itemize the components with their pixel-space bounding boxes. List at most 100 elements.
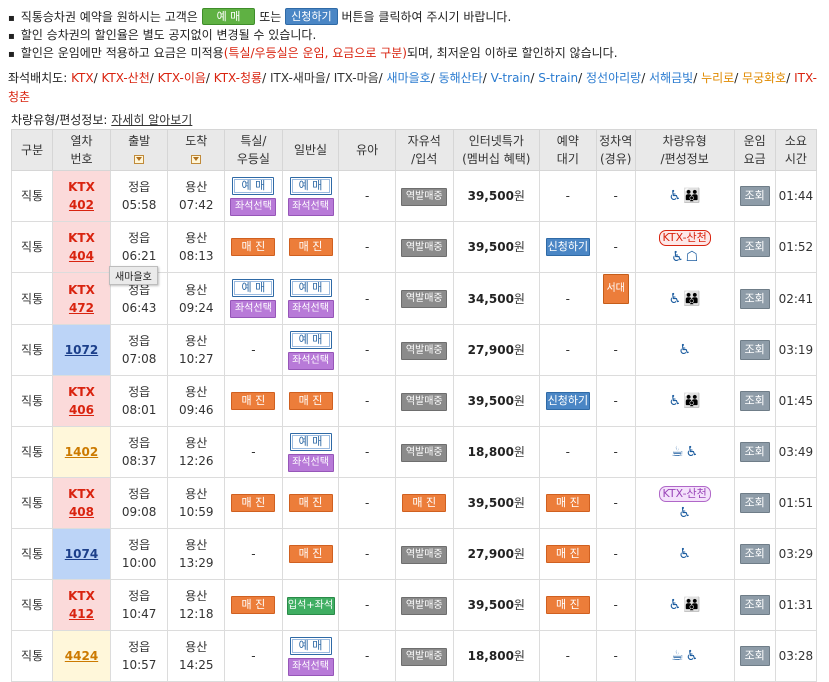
reserve-button[interactable]: 예 매 [289,330,332,349]
arrival-station: 용산 [185,487,208,501]
train-number-cell[interactable]: 1402 [52,426,111,478]
table-row: 직통 KTX 412 정읍 10:47 용산 12:18 매 진 입석+좌석 - 역발매중 39,50… [10,579,818,631]
col-arrival[interactable]: 도착 [167,129,226,171]
seat-layout-link[interactable]: 정선아리랑 [585,71,642,85]
waitlist-apply-button[interactable]: 신청하기 [545,238,590,256]
table-seat-icon: ☖ [685,249,699,265]
seat-layout-link[interactable]: KTX-산천 [101,71,150,85]
train-number-link[interactable]: 404 [68,249,95,263]
infant-cell: - [338,221,396,273]
seat-layout-link[interactable]: ITX-새마을 [269,71,326,85]
reserve-button[interactable]: 예 매 [232,176,275,195]
seat-layout-link[interactable]: ITX-마음 [333,71,379,85]
type-cell: 직통 [10,630,54,682]
fare-query-button[interactable]: 조회 [739,493,770,513]
train-number-link[interactable]: 472 [68,300,95,315]
seat-select-button[interactable]: 좌석선택 [230,197,277,216]
reserve-button[interactable]: 예 매 [289,279,332,297]
train-number-link[interactable]: 412 [68,607,95,621]
fare-query-button[interactable]: 조회 [739,340,770,360]
train-number-link[interactable]: 1072 [64,343,99,357]
train-number-cell[interactable]: 4424 [52,630,111,682]
internet-price-cell: 39,500원 [452,477,541,529]
reserve-button[interactable]: 예 매 [289,176,332,195]
seat-layout-link[interactable]: KTX-청룡 [213,71,263,85]
seat-select-button[interactable]: 좌석선택 [230,300,277,318]
fare-query-button[interactable]: 조회 [739,237,770,257]
vehicle-info-link[interactable]: 자세히 알아보기 [111,113,193,127]
train-number-cell[interactable]: KTX 404 [52,221,111,273]
train-type-tag[interactable]: KTX-산천 [658,230,711,246]
waitlist-apply-button[interactable]: 신청하기 [545,392,590,410]
train-number-link[interactable]: 4424 [64,649,99,663]
seat-layout-link[interactable]: ITX-청춘 [8,71,817,104]
reserve-button[interactable]: 예 매 [289,636,332,655]
cafe-car-icon: ☕ [671,648,684,664]
fare-query-button[interactable]: 조회 [739,186,770,206]
departure-time: 06:43 [121,300,157,315]
reserve-button[interactable]: 예 매 [289,432,332,451]
stop-station-button[interactable]: 서대전 [602,274,629,322]
internet-price-cell: 39,500원 [452,170,541,222]
fare-query-button[interactable]: 조회 [739,391,770,411]
arrival-time: 12:26 [178,454,214,468]
sort-icon[interactable] [191,155,202,164]
arrival-time: 14:25 [178,658,214,672]
seat-layout-link[interactable]: 동해산타 [438,71,483,85]
seat-layout-link[interactable]: KTX-이음 [157,71,206,85]
seat-layout-link[interactable]: KTX [71,71,94,85]
stand-seat-button[interactable]: 입석+좌석 [286,596,335,615]
seat-select-button[interactable]: 좌석선택 [287,300,334,318]
departure-station: 정읍 [128,385,151,399]
separator: / [378,71,387,85]
seat-layout-link[interactable]: V-train [490,71,531,85]
free-seat-cell: 역발매중 [394,528,454,580]
train-number-cell[interactable]: KTX 408 [52,477,111,529]
seat-select-button[interactable]: 좌석선택 [287,351,334,370]
empty-cell: - [613,240,618,254]
fare-query-button[interactable]: 조회 [739,288,770,309]
separator: / [578,71,586,85]
fare-query-button[interactable]: 조회 [739,646,770,666]
waitlist-cell: - [539,426,597,478]
train-number-cell[interactable]: KTX 402 [52,170,111,222]
col-waitlist: 예약 대기 [539,129,597,171]
train-number-link[interactable]: 406 [68,403,95,417]
family-seat-icon: 👪 [683,393,701,409]
separator: / [530,71,539,85]
seat-layout-link[interactable]: S-train [538,71,579,85]
sold-out-badge: 매 진 [545,545,590,563]
fare-cell: 조회 [733,170,776,222]
duration-cell: 01:45 [774,375,818,427]
wheelchair-icon: ♿ [668,290,682,307]
train-number-link[interactable]: 402 [68,198,95,212]
free-seat-cell: 역발매중 [394,170,454,222]
seat-select-button[interactable]: 좌석선택 [287,197,334,216]
seat-select-button[interactable]: 좌석선택 [287,657,334,676]
train-number-cell[interactable]: KTX 412 [52,579,111,631]
seat-layout-link[interactable]: 무궁화호 [742,71,787,85]
seat-layout-link[interactable]: 서해금빛 [649,71,694,85]
seat-layout-link[interactable]: 새마을호 [386,71,431,85]
internet-price-cell: 18,800원 [452,630,541,682]
price-value: 39,500 [467,240,514,254]
seat-select-button[interactable]: 좌석선택 [287,453,334,472]
train-type-tag[interactable]: KTX-산천 [658,486,711,502]
departure-cell: 정읍 08:01 [109,375,169,427]
reserve-button[interactable]: 예 매 [232,279,275,297]
train-number-link[interactable]: 1402 [64,445,99,459]
train-number-link[interactable]: 1074 [64,547,99,561]
fare-query-button[interactable]: 조회 [739,442,770,462]
train-number-cell[interactable]: KTX 406 [52,375,111,427]
sort-icon[interactable] [134,155,145,164]
train-number-cell[interactable]: KTX 472 [52,272,111,325]
col-departure[interactable]: 출발 [109,129,169,171]
fare-query-button[interactable]: 조회 [739,595,770,615]
train-number-cell[interactable]: 1074 [52,528,111,580]
seat-layout-link[interactable]: 누리로 [701,71,735,85]
fare-query-button[interactable]: 조회 [739,544,770,564]
train-number-cell[interactable]: 1072 [52,324,111,376]
stops-cell: 서대전 [595,272,636,325]
train-number-link[interactable]: 408 [68,505,95,519]
